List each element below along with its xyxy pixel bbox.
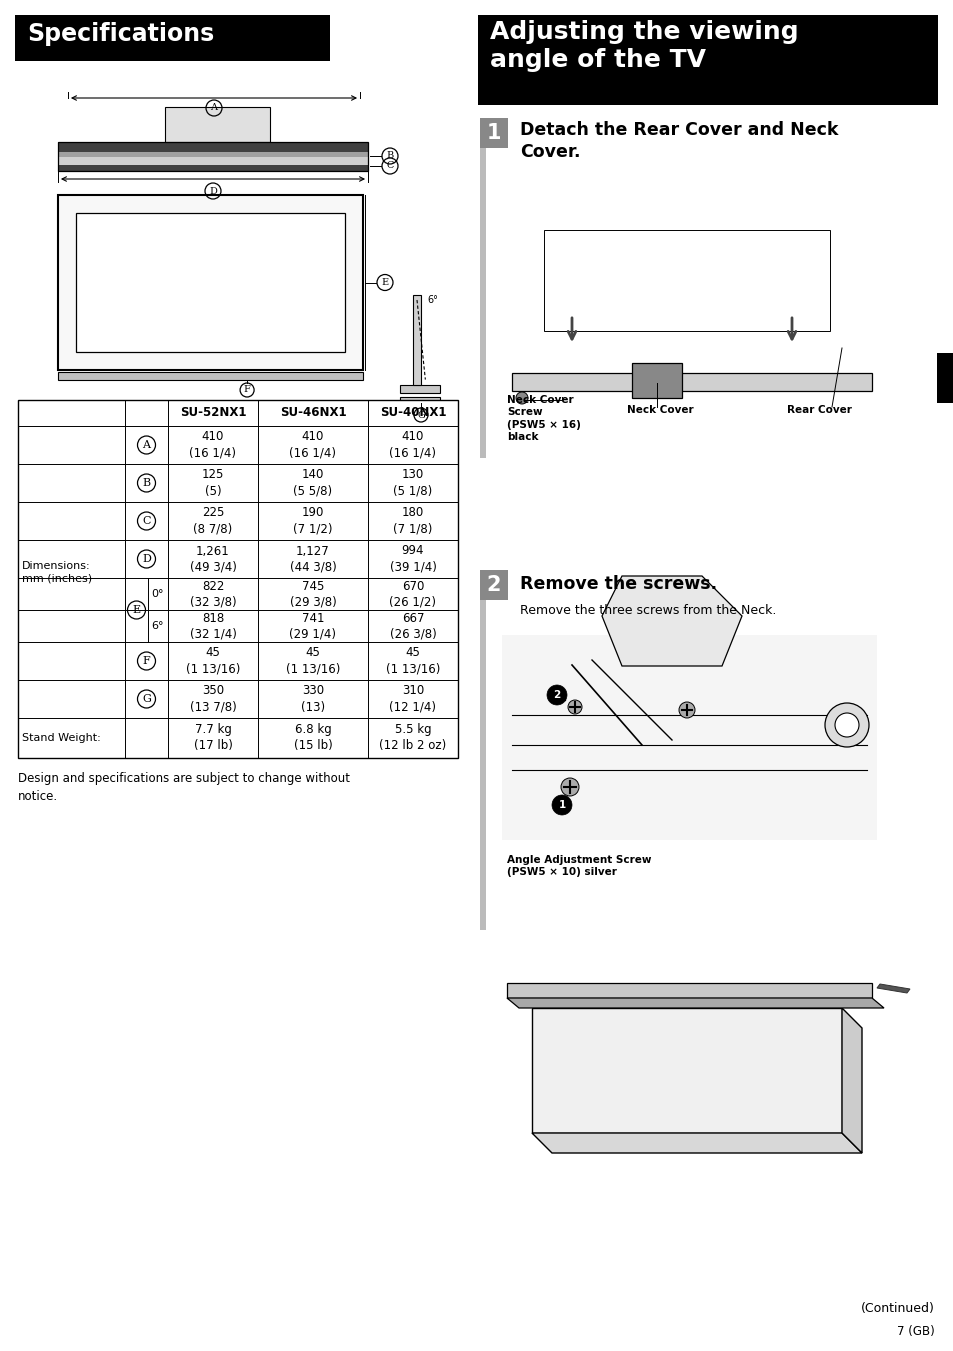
Text: G: G xyxy=(416,411,424,420)
Bar xyxy=(58,142,368,153)
Text: 994
(39 1/4): 994 (39 1/4) xyxy=(389,544,436,574)
Bar xyxy=(479,570,507,600)
Text: A: A xyxy=(211,104,217,112)
Bar xyxy=(58,153,368,157)
Text: 0°: 0° xyxy=(152,589,164,598)
Text: Stand Weight:: Stand Weight: xyxy=(22,734,101,743)
Text: C: C xyxy=(142,516,151,526)
Text: Neck Cover
Screw
(PSW5 × 16)
black: Neck Cover Screw (PSW5 × 16) black xyxy=(506,394,580,442)
Bar xyxy=(399,397,439,403)
Circle shape xyxy=(516,392,527,404)
Text: 45
(1 13/16): 45 (1 13/16) xyxy=(186,647,240,676)
Text: 1,127
(44 3/8): 1,127 (44 3/8) xyxy=(290,544,336,574)
Bar xyxy=(479,600,485,929)
Text: 6°: 6° xyxy=(152,621,164,631)
Text: SU-52NX1: SU-52NX1 xyxy=(179,407,246,420)
Bar xyxy=(512,373,871,390)
Text: 190
(7 1/2): 190 (7 1/2) xyxy=(293,507,333,535)
Bar xyxy=(58,165,368,172)
Text: Angle Adjustment Screw
(PSW5 × 10) silver: Angle Adjustment Screw (PSW5 × 10) silve… xyxy=(506,855,651,877)
Text: 2: 2 xyxy=(553,690,560,700)
Text: 350
(13 7/8): 350 (13 7/8) xyxy=(190,685,236,713)
Text: (Continued): (Continued) xyxy=(861,1302,934,1315)
Text: Detach the Rear Cover and Neck
Cover.: Detach the Rear Cover and Neck Cover. xyxy=(519,122,838,161)
Circle shape xyxy=(546,685,566,705)
Text: Neck Cover: Neck Cover xyxy=(626,405,693,415)
Polygon shape xyxy=(506,984,871,998)
Polygon shape xyxy=(532,1008,841,1133)
Text: 670
(26 1/2): 670 (26 1/2) xyxy=(389,580,436,608)
Text: Adjusting the viewing
angle of the TV: Adjusting the viewing angle of the TV xyxy=(490,20,798,72)
Text: 2: 2 xyxy=(486,576,500,594)
Text: Dimensions:
mm (inches): Dimensions: mm (inches) xyxy=(22,561,92,584)
Text: 1,261
(49 3/4): 1,261 (49 3/4) xyxy=(190,544,236,574)
Text: 822
(32 3/8): 822 (32 3/8) xyxy=(190,580,236,608)
Bar xyxy=(76,213,345,353)
Bar xyxy=(413,295,420,385)
Text: 6°: 6° xyxy=(427,295,437,305)
Polygon shape xyxy=(506,998,883,1008)
Text: 818
(32 1/4): 818 (32 1/4) xyxy=(190,612,236,640)
Text: 410
(16 1/4): 410 (16 1/4) xyxy=(389,431,436,459)
Bar xyxy=(631,363,681,399)
Text: 125
(5): 125 (5) xyxy=(202,469,224,497)
Text: 180
(7 1/8): 180 (7 1/8) xyxy=(393,507,433,535)
Text: 1: 1 xyxy=(558,800,565,811)
Text: 130
(5 1/8): 130 (5 1/8) xyxy=(393,469,432,497)
Text: 45
(1 13/16): 45 (1 13/16) xyxy=(385,647,439,676)
Text: SU-46NX1: SU-46NX1 xyxy=(279,407,346,420)
Bar xyxy=(399,385,439,393)
Text: Rear Cover: Rear Cover xyxy=(786,405,851,415)
Text: A: A xyxy=(142,440,151,450)
Polygon shape xyxy=(876,984,909,993)
Circle shape xyxy=(567,700,581,713)
Text: 140
(5 5/8): 140 (5 5/8) xyxy=(294,469,333,497)
Circle shape xyxy=(560,778,578,796)
Text: 310
(12 1/4): 310 (12 1/4) xyxy=(389,685,436,713)
Text: 7.7 kg
(17 lb): 7.7 kg (17 lb) xyxy=(193,724,233,753)
Text: G: G xyxy=(142,694,151,704)
Text: D: D xyxy=(142,554,151,563)
Bar xyxy=(58,195,363,370)
Text: 410
(16 1/4): 410 (16 1/4) xyxy=(289,431,336,459)
Circle shape xyxy=(834,713,858,738)
Text: 5.5 kg
(12 lb 2 oz): 5.5 kg (12 lb 2 oz) xyxy=(379,724,446,753)
Text: SU-40NX1: SU-40NX1 xyxy=(379,407,446,420)
Circle shape xyxy=(824,703,868,747)
Bar xyxy=(479,118,507,149)
Text: C: C xyxy=(386,162,394,170)
Bar xyxy=(501,635,876,840)
Polygon shape xyxy=(532,1133,862,1152)
Text: F: F xyxy=(143,657,151,666)
Text: Remove the three screws from the Neck.: Remove the three screws from the Neck. xyxy=(519,604,776,617)
Bar xyxy=(15,15,330,61)
Text: 741
(29 1/4): 741 (29 1/4) xyxy=(289,612,336,640)
Bar xyxy=(58,372,363,380)
Text: Design and specifications are subject to change without
notice.: Design and specifications are subject to… xyxy=(18,771,350,802)
Text: 225
(8 7/8): 225 (8 7/8) xyxy=(193,507,233,535)
Text: D: D xyxy=(209,186,216,196)
Text: 7 (GB): 7 (GB) xyxy=(897,1325,934,1337)
Bar xyxy=(18,400,457,758)
Bar xyxy=(477,15,937,105)
Text: Remove the screws.: Remove the screws. xyxy=(519,576,717,593)
Text: Specifications: Specifications xyxy=(27,22,214,46)
Text: 1: 1 xyxy=(486,123,500,143)
Text: 45
(1 13/16): 45 (1 13/16) xyxy=(286,647,340,676)
Text: 410
(16 1/4): 410 (16 1/4) xyxy=(190,431,236,459)
Bar xyxy=(479,149,485,458)
Text: 667
(26 3/8): 667 (26 3/8) xyxy=(389,612,436,640)
Circle shape xyxy=(552,794,572,815)
Polygon shape xyxy=(841,1008,862,1152)
Bar xyxy=(936,353,953,403)
Text: F: F xyxy=(243,385,251,394)
Text: E: E xyxy=(381,278,388,286)
Bar xyxy=(58,157,368,165)
Bar xyxy=(543,230,829,331)
Text: B: B xyxy=(386,151,394,161)
Text: 6.8 kg
(15 lb): 6.8 kg (15 lb) xyxy=(294,724,332,753)
Polygon shape xyxy=(601,576,741,666)
Text: E: E xyxy=(132,605,140,615)
Text: B: B xyxy=(142,478,151,488)
Circle shape xyxy=(679,703,695,717)
